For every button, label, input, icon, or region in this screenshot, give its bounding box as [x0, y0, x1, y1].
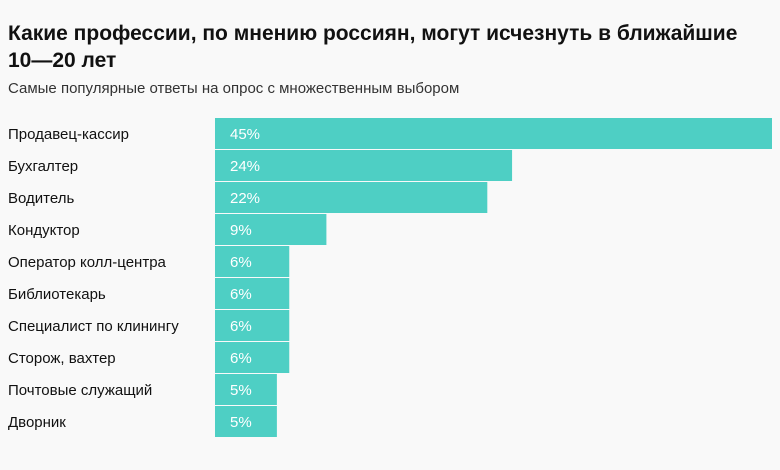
category-label: Продавец-кассир [8, 126, 129, 143]
category-label: Почтовые служащий [8, 382, 152, 399]
category-label: Оператор колл-центра [8, 254, 167, 271]
value-label: 45% [230, 126, 260, 143]
value-label: 5% [230, 414, 252, 431]
value-label: 22% [230, 190, 260, 207]
value-label: 6% [230, 350, 252, 367]
value-label: 6% [230, 318, 252, 335]
bar [215, 278, 290, 309]
category-label: Бухгалтер [8, 158, 78, 175]
bar [215, 214, 327, 245]
bar [215, 406, 277, 437]
category-label: Дворник [8, 414, 66, 431]
value-label: 9% [230, 222, 252, 239]
bar [215, 310, 290, 341]
category-label: Кондуктор [8, 222, 80, 239]
category-label: Библиотекарь [8, 286, 106, 303]
bar [215, 246, 290, 277]
bar [215, 374, 277, 405]
bar [215, 182, 488, 213]
category-label: Водитель [8, 190, 74, 207]
category-label: Сторож, вахтер [8, 350, 116, 367]
chart-title: Какие профессии, по мнению россиян, могу… [8, 22, 738, 72]
value-label: 6% [230, 286, 252, 303]
value-label: 6% [230, 254, 252, 271]
bar [215, 118, 772, 149]
value-label: 24% [230, 158, 260, 175]
bar [215, 150, 513, 181]
category-label: Специалист по клинингу [8, 318, 179, 335]
value-label: 5% [230, 382, 252, 399]
bar [215, 342, 290, 373]
chart-subtitle: Самые популярные ответы на опрос с множе… [8, 80, 460, 97]
